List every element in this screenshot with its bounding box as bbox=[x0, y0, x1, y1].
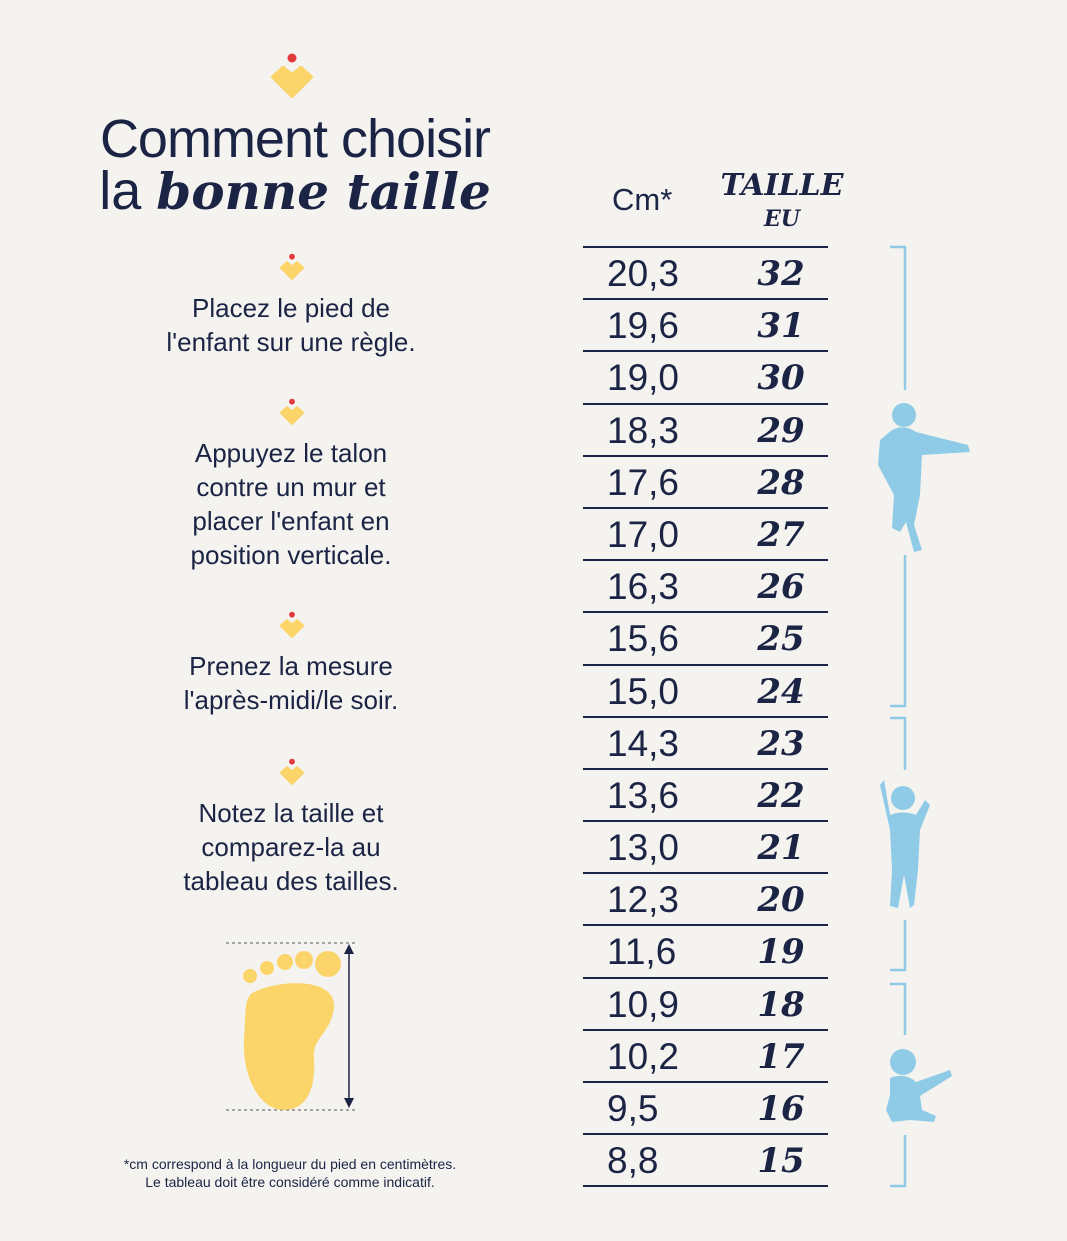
table-row: 13,6 22 bbox=[583, 770, 828, 823]
cm-value: 14,3 bbox=[607, 722, 680, 764]
cm-value: 12,3 bbox=[607, 879, 680, 921]
table-row: 15,0 24 bbox=[583, 666, 828, 718]
size-table: 20,3 32 19,6 31 19,0 30 18,3 29 17,6 28 17,0 27 16,3… bbox=[583, 246, 828, 1188]
heart-dot-icon bbox=[279, 611, 305, 638]
table-row: 13,0 21 bbox=[583, 822, 828, 875]
heart-dot-logo-icon bbox=[271, 53, 313, 98]
title-prefix: la bbox=[99, 161, 157, 221]
eu-size: 27 bbox=[757, 514, 805, 555]
table-row: 18,3 29 bbox=[583, 405, 828, 457]
footnote-line2: Le tableau doit être considéré comme ind… bbox=[145, 1174, 435, 1190]
eu-size: 25 bbox=[757, 619, 805, 660]
cm-value: 9,5 bbox=[607, 1088, 659, 1129]
heart-dot-icon bbox=[279, 398, 305, 425]
eu-size: 32 bbox=[757, 254, 805, 294]
table-row: 19,0 30 bbox=[583, 352, 828, 405]
table-row: 11,6 19 bbox=[583, 926, 828, 979]
footnote: *cm correspond à la longueur du pied en … bbox=[90, 1155, 490, 1191]
toddler-icon bbox=[880, 780, 930, 908]
foot-icon bbox=[226, 942, 358, 1111]
eu-size: 20 bbox=[757, 880, 805, 921]
cm-value: 13,6 bbox=[607, 774, 680, 816]
table-row: 9,5 16 bbox=[583, 1083, 828, 1136]
eu-size: 19 bbox=[757, 932, 805, 973]
page-title-line1: Comment choisir bbox=[99, 109, 491, 169]
step-4-text: Notez la taille et comparez-la au tablea… bbox=[183, 798, 399, 896]
eu-size: 16 bbox=[757, 1089, 805, 1129]
table-row: 15,6 25 bbox=[583, 613, 828, 666]
table-row: 19,6 31 bbox=[583, 300, 828, 353]
eu-size: 15 bbox=[757, 1141, 805, 1182]
eu-size: 17 bbox=[757, 1036, 805, 1077]
eu-size: 26 bbox=[757, 567, 805, 608]
table-row: 10,9 18 bbox=[583, 979, 828, 1031]
heart-dot-icon bbox=[279, 758, 305, 785]
cm-value: 17,0 bbox=[607, 513, 680, 555]
cm-value: 16,3 bbox=[607, 566, 680, 608]
step-2-text: Appuyez le talon contre un mur et placer… bbox=[190, 438, 392, 570]
page-title-line2: la bonne taille bbox=[80, 160, 510, 222]
baby-sitting-icon bbox=[886, 1049, 952, 1122]
table-row: 17,6 28 bbox=[583, 457, 828, 509]
footnote-line1: *cm correspond à la longueur du pied en … bbox=[123, 1156, 457, 1172]
cm-value: 15,0 bbox=[607, 670, 680, 712]
table-row: 12,3 20 bbox=[583, 874, 828, 927]
eu-size: 21 bbox=[757, 828, 805, 869]
eu-size: 22 bbox=[757, 775, 805, 816]
step-1-text: Placez le pied de l'enfant sur une règle… bbox=[166, 293, 416, 357]
cm-value: 13,0 bbox=[607, 827, 680, 869]
column-header-cm: Cm* bbox=[612, 182, 673, 217]
eu-size: 29 bbox=[757, 410, 805, 451]
column-header-size: TAILLE bbox=[720, 168, 844, 203]
heart-dot-icon bbox=[279, 253, 305, 280]
cm-value: 10,9 bbox=[607, 983, 680, 1025]
table-row: 8,8 15 bbox=[583, 1135, 828, 1188]
cm-value: 18,3 bbox=[607, 409, 680, 451]
table-row: 14,3 23 bbox=[583, 718, 828, 770]
table-row: 17,0 27 bbox=[583, 509, 828, 562]
eu-size: 23 bbox=[757, 723, 805, 764]
cm-value: 17,6 bbox=[607, 461, 680, 503]
eu-size: 24 bbox=[757, 671, 805, 712]
table-row: 20,3 32 bbox=[583, 248, 828, 301]
age-brackets bbox=[878, 245, 970, 1188]
table-row: 16,3 26 bbox=[583, 561, 828, 614]
eu-size: 30 bbox=[757, 358, 805, 399]
cm-value: 15,6 bbox=[607, 618, 680, 660]
eu-size: 28 bbox=[757, 462, 805, 503]
cm-value: 11,6 bbox=[607, 931, 677, 973]
step-3-text: Prenez la mesure l'après-midi/le soir. bbox=[183, 651, 399, 715]
cm-value: 19,0 bbox=[607, 357, 680, 399]
eu-size: 31 bbox=[757, 306, 805, 347]
eu-size: 18 bbox=[757, 984, 805, 1025]
child-standing-icon bbox=[878, 403, 970, 552]
cm-value: 10,2 bbox=[607, 1035, 680, 1077]
cm-value: 8,8 bbox=[607, 1140, 659, 1182]
cm-value: 20,3 bbox=[607, 253, 680, 294]
column-header-size-sub: EU bbox=[764, 206, 800, 232]
cm-value: 19,6 bbox=[607, 305, 680, 347]
title-bold: bonne taille bbox=[156, 162, 491, 221]
table-row: 10,2 17 bbox=[583, 1031, 828, 1083]
